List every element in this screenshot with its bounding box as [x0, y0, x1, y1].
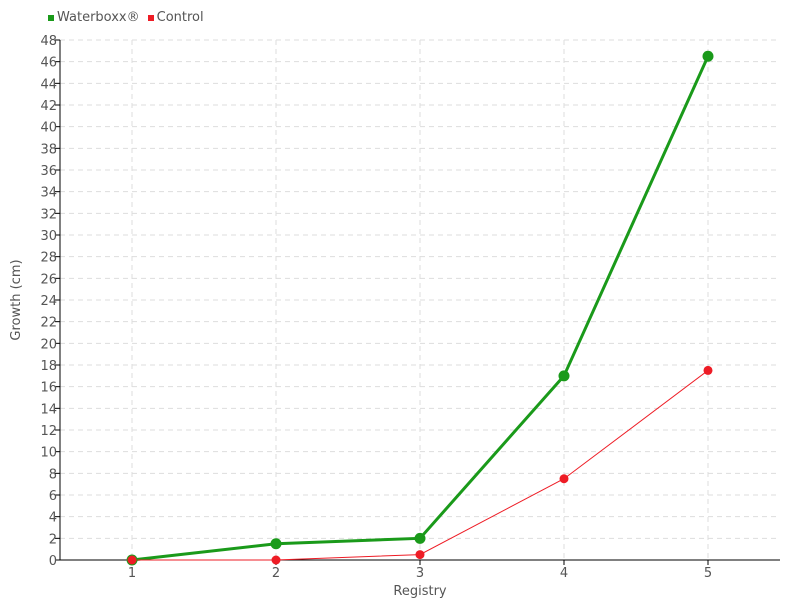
x-tick-label: 5 [704, 566, 712, 581]
data-point-control [703, 365, 713, 375]
data-point-waterboxx [702, 50, 714, 62]
y-tick-label: 8 [49, 467, 57, 482]
x-tick-label: 4 [560, 566, 568, 581]
y-tick-label: 18 [40, 359, 57, 374]
grid [60, 39, 780, 560]
legend-swatch-control [147, 14, 154, 21]
legend: Waterboxx® Control [48, 10, 204, 25]
legend-item-waterboxx[interactable]: Waterboxx® [48, 10, 140, 25]
y-tick-label: 24 [40, 294, 57, 309]
data-point-control [559, 474, 569, 484]
y-tick-label: 34 [40, 186, 57, 201]
x-axis-label: Registry [393, 584, 447, 599]
y-tick-label: 48 [40, 34, 57, 49]
data-point-waterboxx [558, 370, 570, 382]
y-tick-label: 38 [40, 142, 57, 157]
data-point-control [271, 555, 281, 565]
y-tick-label: 26 [40, 272, 57, 287]
legend-label-waterboxx: Waterboxx® [57, 10, 140, 25]
y-tick-label: 0 [49, 554, 57, 569]
x-tick-label: 1 [128, 566, 136, 581]
y-tick-label: 32 [40, 207, 57, 222]
data-point-control [127, 555, 137, 565]
y-tick-label: 10 [40, 446, 57, 461]
y-tick-label: 44 [40, 77, 57, 92]
y-tick-label: 14 [40, 402, 57, 417]
y-tick-label: 28 [40, 251, 57, 266]
y-tick-label: 36 [40, 164, 57, 179]
y-tick-label: 12 [40, 424, 57, 439]
legend-item-control[interactable]: Control [147, 10, 204, 25]
y-tick-label: 6 [49, 489, 57, 504]
y-tick-label: 46 [40, 56, 57, 71]
y-tick-label: 20 [40, 337, 57, 352]
data-point-control [415, 550, 425, 560]
y-tick-label: 16 [40, 381, 57, 396]
data-point-waterboxx [270, 538, 282, 550]
legend-swatch-waterboxx [48, 14, 54, 21]
x-tick-label: 2 [272, 566, 280, 581]
x-tick-label: 3 [416, 566, 424, 581]
y-tick-label: 22 [40, 316, 57, 331]
y-tick-label: 40 [40, 121, 57, 136]
y-tick-label: 4 [49, 511, 57, 526]
y-tick-label: 2 [49, 532, 57, 547]
series [126, 50, 714, 566]
data-point-waterboxx [414, 532, 426, 544]
legend-label-control: Control [156, 10, 204, 25]
y-tick-label: 30 [40, 229, 57, 244]
y-tick-label: 42 [40, 99, 57, 114]
axes: 0246810121416182022242628303234363840424… [40, 34, 780, 581]
y-axis-label: Growth (cm) [9, 259, 24, 340]
